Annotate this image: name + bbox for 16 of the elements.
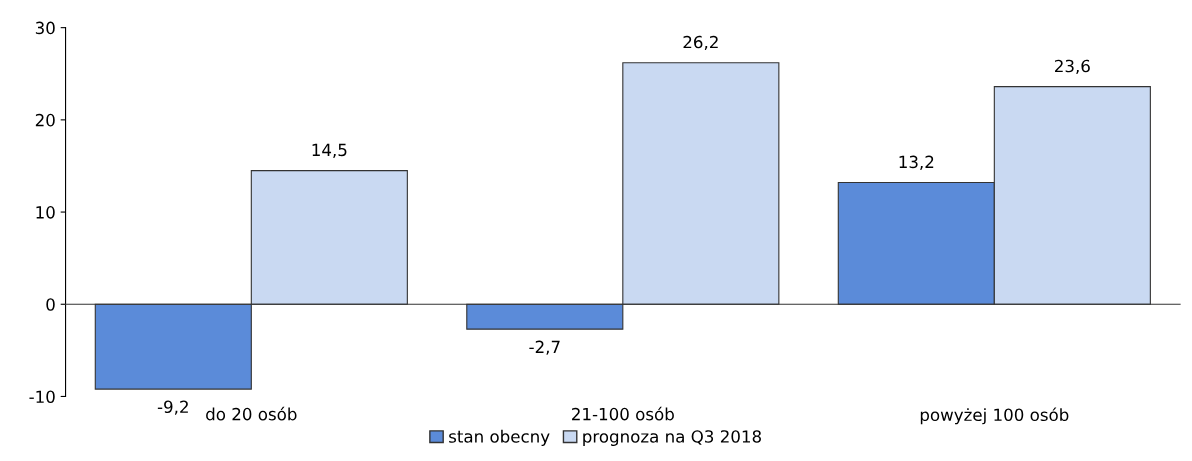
y-tick-label: 0 bbox=[46, 298, 55, 311]
legend-label: stan obecny bbox=[449, 429, 550, 446]
x-tick-label: powyżej 100 osób bbox=[920, 407, 1069, 425]
data-label: -2,7 bbox=[529, 340, 560, 355]
data-label: 13,2 bbox=[899, 155, 934, 170]
data-label: -9,2 bbox=[157, 400, 188, 415]
y-tick-label: 30 bbox=[35, 21, 55, 35]
y-tick-label: 20 bbox=[35, 113, 55, 127]
data-label: 14,5 bbox=[312, 143, 347, 158]
x-tick-label: 21-100 osób bbox=[572, 406, 674, 421]
legend-label: prognoza na Q3 2018 bbox=[583, 430, 761, 446]
y-tick-label: 10 bbox=[36, 206, 55, 219]
data-label: 23,6 bbox=[1055, 59, 1090, 75]
y-tick-label: -10 bbox=[29, 390, 55, 404]
data-label: 26,2 bbox=[683, 35, 718, 51]
x-tick-label: do 20 osób bbox=[206, 406, 297, 421]
